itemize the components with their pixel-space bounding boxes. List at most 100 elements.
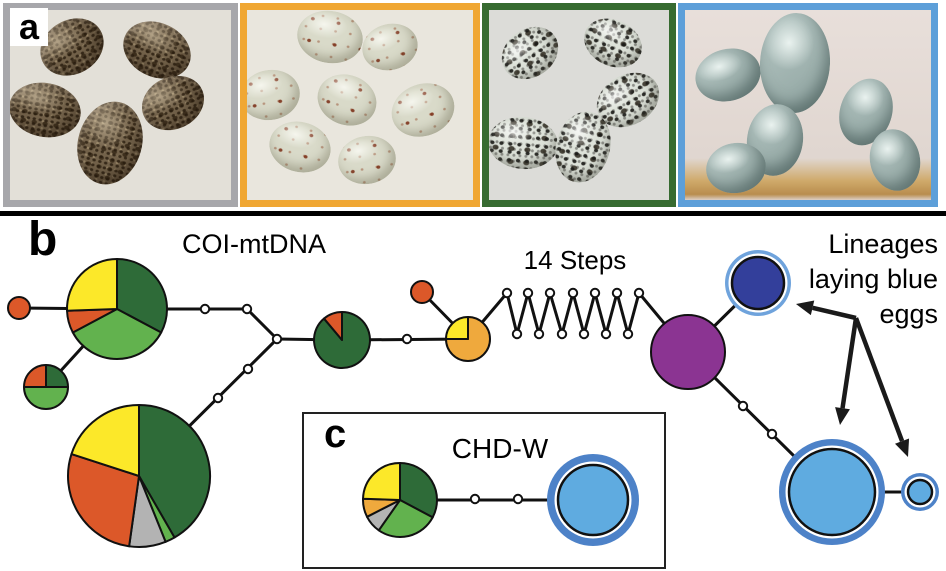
blue-lineage-gap bbox=[785, 445, 879, 539]
mutation-step-node bbox=[469, 493, 481, 505]
egg-photo-black-speckled bbox=[482, 3, 676, 207]
egg bbox=[757, 11, 833, 115]
haplotype-node-orange-left bbox=[7, 296, 31, 320]
haplotype-pie-slice bbox=[399, 462, 438, 519]
haplotype-node-purple-hub bbox=[650, 314, 726, 390]
haplotype-pie-slice bbox=[377, 499, 434, 538]
mutation-step-node bbox=[501, 287, 513, 299]
haplotype-pie-slice bbox=[138, 404, 211, 539]
egg bbox=[263, 114, 337, 180]
mutation-step-node bbox=[600, 328, 612, 340]
blue-lineage-node bbox=[787, 447, 877, 537]
haplotype-node-orange-mid bbox=[410, 280, 434, 304]
haplotype-pie-slice bbox=[70, 404, 140, 477]
network-edge bbox=[420, 290, 470, 341]
blue-lineage-gap bbox=[554, 461, 632, 539]
blue-lineage-ring bbox=[725, 250, 791, 316]
blue-lineage-ring bbox=[901, 473, 939, 511]
blue-lineage-gap bbox=[904, 476, 936, 508]
blue-lineage-node bbox=[730, 255, 786, 311]
annotation-arrow bbox=[853, 317, 905, 442]
egg-photo-blue bbox=[678, 3, 938, 207]
panel-a-label: a bbox=[18, 6, 40, 47]
network-edge bbox=[245, 307, 279, 341]
egg bbox=[310, 66, 384, 134]
haplotype-pie-slice bbox=[313, 311, 371, 369]
haplotype-pie-slice bbox=[362, 497, 401, 518]
network-edge bbox=[686, 281, 760, 354]
mutation-step-node bbox=[242, 363, 254, 375]
mutation-step-node bbox=[512, 493, 524, 505]
mutation-step-node bbox=[611, 287, 623, 299]
mutation-step-node bbox=[633, 287, 645, 299]
egg bbox=[689, 41, 767, 109]
haplotype-pie-slice bbox=[366, 499, 401, 532]
mutation-step-node bbox=[522, 287, 534, 299]
mutation-step-node bbox=[622, 328, 634, 340]
mutation-step-node bbox=[737, 400, 749, 412]
haplotype-pie-slice bbox=[66, 258, 118, 312]
haplotype-pie-slice bbox=[445, 316, 469, 340]
egg-photo-red-spotted bbox=[240, 3, 480, 207]
haplotype-pie-slice bbox=[445, 316, 491, 362]
mutation-step-node bbox=[589, 287, 601, 299]
network-edge bbox=[712, 375, 797, 459]
haplotype-pie-slice bbox=[323, 311, 343, 341]
egg bbox=[292, 10, 368, 69]
haplotype-pie-slice bbox=[71, 308, 163, 360]
egg bbox=[489, 114, 561, 172]
egg bbox=[357, 17, 423, 77]
annotation-line-3: eggs bbox=[879, 299, 938, 329]
mutation-step-node bbox=[212, 392, 224, 404]
mutation-step-node bbox=[271, 333, 283, 345]
egg bbox=[10, 77, 86, 143]
network-edge bbox=[17, 306, 119, 311]
chd-w-title: CHD-W bbox=[451, 433, 549, 464]
egg bbox=[576, 10, 650, 77]
blue-lineage-gap bbox=[728, 253, 788, 313]
network-edge bbox=[275, 337, 344, 342]
panel-b-label: b bbox=[28, 213, 58, 266]
blue-lineage-ring bbox=[547, 454, 639, 546]
network-edge bbox=[137, 337, 279, 478]
mutation-step-node bbox=[556, 328, 568, 340]
egg bbox=[334, 131, 400, 189]
mutation-zigzag bbox=[466, 291, 690, 353]
annotation-line-2: laying blue bbox=[808, 264, 938, 294]
steps-label: 14 Steps bbox=[523, 245, 627, 275]
annotation-arrowhead bbox=[895, 438, 910, 457]
network-edge bbox=[44, 307, 119, 389]
mutation-step-node bbox=[567, 287, 579, 299]
egg bbox=[384, 74, 462, 146]
egg bbox=[133, 65, 213, 141]
egg bbox=[491, 16, 569, 90]
mutation-step-node bbox=[766, 428, 778, 440]
blue-lineage-ring bbox=[779, 439, 885, 545]
mutation-step-node bbox=[401, 333, 413, 345]
panel-c-label: c bbox=[324, 412, 347, 456]
haplotype-pie-slice bbox=[116, 258, 168, 334]
haplotype-pie-slice bbox=[23, 386, 69, 410]
mutation-step-node bbox=[578, 328, 590, 340]
egg bbox=[68, 94, 152, 192]
blue-lineage-node bbox=[906, 478, 934, 506]
blue-lineage-node bbox=[556, 463, 630, 537]
haplotype-pie-slice bbox=[45, 364, 69, 388]
blue-eggs-annotation: Lineages laying blue eggs bbox=[809, 227, 938, 332]
egg bbox=[247, 65, 304, 125]
haplotype-pie-slice bbox=[128, 475, 167, 548]
panel-a-label-box: a bbox=[10, 8, 48, 46]
haplotype-pie-slice bbox=[67, 453, 140, 548]
mutation-step-node bbox=[199, 303, 211, 315]
mutation-step-node bbox=[533, 328, 545, 340]
mutation-step-node bbox=[511, 328, 523, 340]
haplotype-pie-slice bbox=[23, 364, 47, 388]
haplotype-pie-slice bbox=[66, 308, 118, 334]
haplotype-pie-slice bbox=[362, 462, 401, 501]
mutation-step-node bbox=[544, 287, 556, 299]
annotation-arrowhead bbox=[835, 407, 850, 425]
coi-mtdna-title: COI-mtDNA bbox=[182, 229, 326, 259]
annotation-line-1: Lineages bbox=[828, 229, 938, 259]
mutation-step-node bbox=[241, 303, 253, 315]
